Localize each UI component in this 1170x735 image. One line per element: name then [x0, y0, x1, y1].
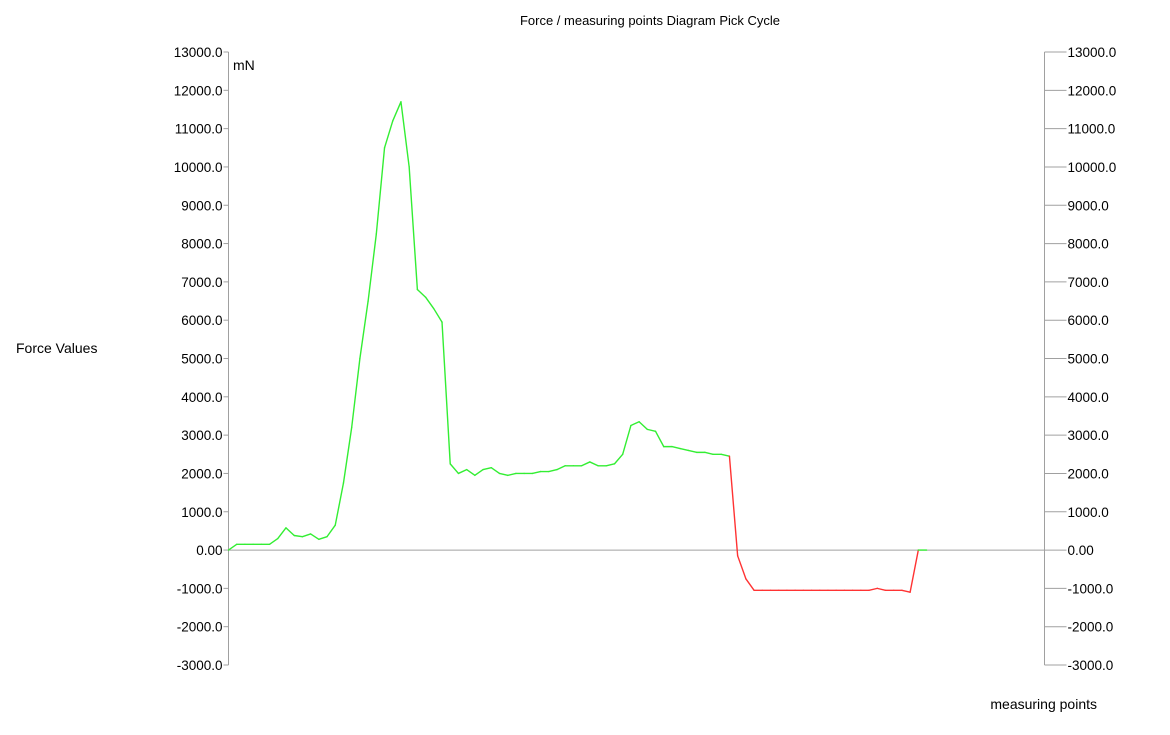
y-tick-label-right: 5000.0 — [1068, 352, 1109, 367]
series-segment-positive — [301, 533, 312, 538]
y-tick-label-right: 3000.0 — [1068, 428, 1109, 443]
series-segment-positive — [720, 453, 731, 457]
y-tick-label-right: 2000.0 — [1068, 466, 1109, 481]
series-segment-positive — [277, 527, 287, 540]
y-ticks-left: 13000.0 12000.0 11000.0 10000.0 9000.0 8000.0… — [174, 45, 229, 673]
series-segment-positive — [498, 472, 509, 477]
y-tick-label-left: 12000.0 — [174, 83, 223, 98]
series-segment-positive — [671, 445, 681, 450]
series-segment-positive — [457, 468, 468, 475]
y-tick-label-left: 9000.0 — [181, 198, 222, 213]
y-tick-label-right: 1000.0 — [1068, 505, 1109, 520]
y-tick-label-left: 6000.0 — [181, 313, 222, 328]
series-segment-positive — [227, 543, 238, 551]
y-tick-label-left: 10000.0 — [174, 160, 223, 175]
series-segment-positive — [424, 296, 435, 310]
series-segment-positive — [687, 449, 698, 454]
series-segment-positive — [268, 537, 279, 546]
series-segment-positive — [589, 461, 599, 467]
series-segment-negative — [901, 589, 911, 593]
series-segment-positive — [375, 147, 386, 235]
series-segment-positive — [704, 451, 714, 455]
y-tick-label-right: 10000.0 — [1068, 160, 1117, 175]
series-segment-positive — [646, 428, 657, 432]
y-tick-label-right: 12000.0 — [1068, 83, 1117, 98]
y-tick-label-right: 8000.0 — [1068, 237, 1109, 252]
series-segment-positive — [474, 468, 484, 477]
series-segment-negative — [909, 549, 920, 593]
series-segment-positive — [326, 524, 336, 538]
series-segment-positive — [613, 453, 624, 465]
series-segment-positive — [367, 233, 378, 302]
y-unit-label: mN — [233, 57, 255, 73]
y-tick-label-left: 3000.0 — [181, 428, 222, 443]
series-segment-positive — [679, 447, 690, 452]
y-tick-label-left: -3000.0 — [177, 658, 223, 673]
y-tick-label-left: 0.00 — [196, 543, 222, 558]
y-tick-label-left: 11000.0 — [175, 122, 223, 137]
y-tick-label-right: -3000.0 — [1068, 658, 1114, 673]
y-tick-label-left: 8000.0 — [181, 237, 222, 252]
y-tick-label-right: 0.00 — [1068, 543, 1094, 558]
series-segment-positive — [580, 461, 591, 467]
series-segment-positive — [605, 463, 616, 467]
series-segment-negative — [868, 587, 878, 591]
series-segment-positive — [416, 288, 427, 298]
series-segment-positive — [531, 470, 542, 475]
series-segment-positive — [318, 535, 328, 541]
series-segment-positive — [449, 463, 460, 475]
series-segment-positive — [359, 300, 369, 360]
y-tick-label-left: 2000.0 — [181, 466, 222, 481]
y-tick-label-right: 13000.0 — [1068, 45, 1117, 60]
series-segment-positive — [465, 468, 476, 477]
series-segment-negative — [745, 578, 755, 591]
series-segment-negative — [736, 555, 747, 580]
y-tick-label-left: -2000.0 — [177, 620, 223, 635]
series-segment-positive — [309, 533, 320, 541]
series-segment-positive — [400, 101, 410, 168]
y-tick-label-left: 1000.0 — [181, 505, 222, 520]
series-segment-positive — [621, 424, 632, 455]
series-segment-negative — [876, 587, 887, 591]
y-axis-label: Force Values — [16, 340, 97, 356]
series-segment-positive — [548, 468, 558, 473]
y-tick-label-right: 9000.0 — [1068, 198, 1109, 213]
series-segment-positive — [383, 120, 394, 149]
y-tick-label-left: 7000.0 — [181, 275, 222, 290]
y-tick-label-right: 6000.0 — [1068, 313, 1109, 328]
y-tick-label-left: 4000.0 — [181, 390, 222, 405]
y-tick-label-right: -1000.0 — [1068, 581, 1114, 596]
series-segment-positive — [293, 534, 304, 538]
series-segment-positive — [490, 466, 501, 475]
series-segment-positive — [350, 357, 361, 429]
series-segment-negative — [728, 455, 739, 557]
series-segment-positive — [654, 430, 665, 448]
x-axis-label: measuring points — [990, 696, 1097, 712]
y-tick-label-right: 11000.0 — [1068, 122, 1116, 137]
series-segment-positive — [342, 426, 353, 484]
series-segment-positive — [392, 101, 402, 122]
series-segment-positive — [408, 166, 419, 291]
y-tick-label-right: -2000.0 — [1068, 620, 1114, 635]
series-segment-positive — [285, 527, 295, 537]
y-tick-label-right: 4000.0 — [1068, 390, 1109, 405]
y-ticks-right: 13000.0 12000.0 11000.0 10000.0 9000.0 8000.0… — [1044, 45, 1117, 673]
series-segment-positive — [482, 466, 492, 471]
series-segment-positive — [638, 421, 649, 431]
y-tick-label-right: 7000.0 — [1068, 275, 1109, 290]
y-tick-label-left: 5000.0 — [181, 352, 222, 367]
series-segment-positive — [556, 465, 566, 471]
y-tick-label-left: 13000.0 — [174, 45, 223, 60]
chart-title: Force / measuring points Diagram Pick Cy… — [520, 13, 780, 28]
series-segment-positive — [441, 321, 451, 465]
series-segment-positive — [630, 421, 640, 427]
y-tick-label-left: -1000.0 — [177, 581, 223, 596]
series-segment-positive — [507, 472, 517, 477]
series-segment-positive — [433, 307, 443, 323]
series-segment-positive — [334, 482, 345, 526]
series-layer — [227, 101, 928, 593]
